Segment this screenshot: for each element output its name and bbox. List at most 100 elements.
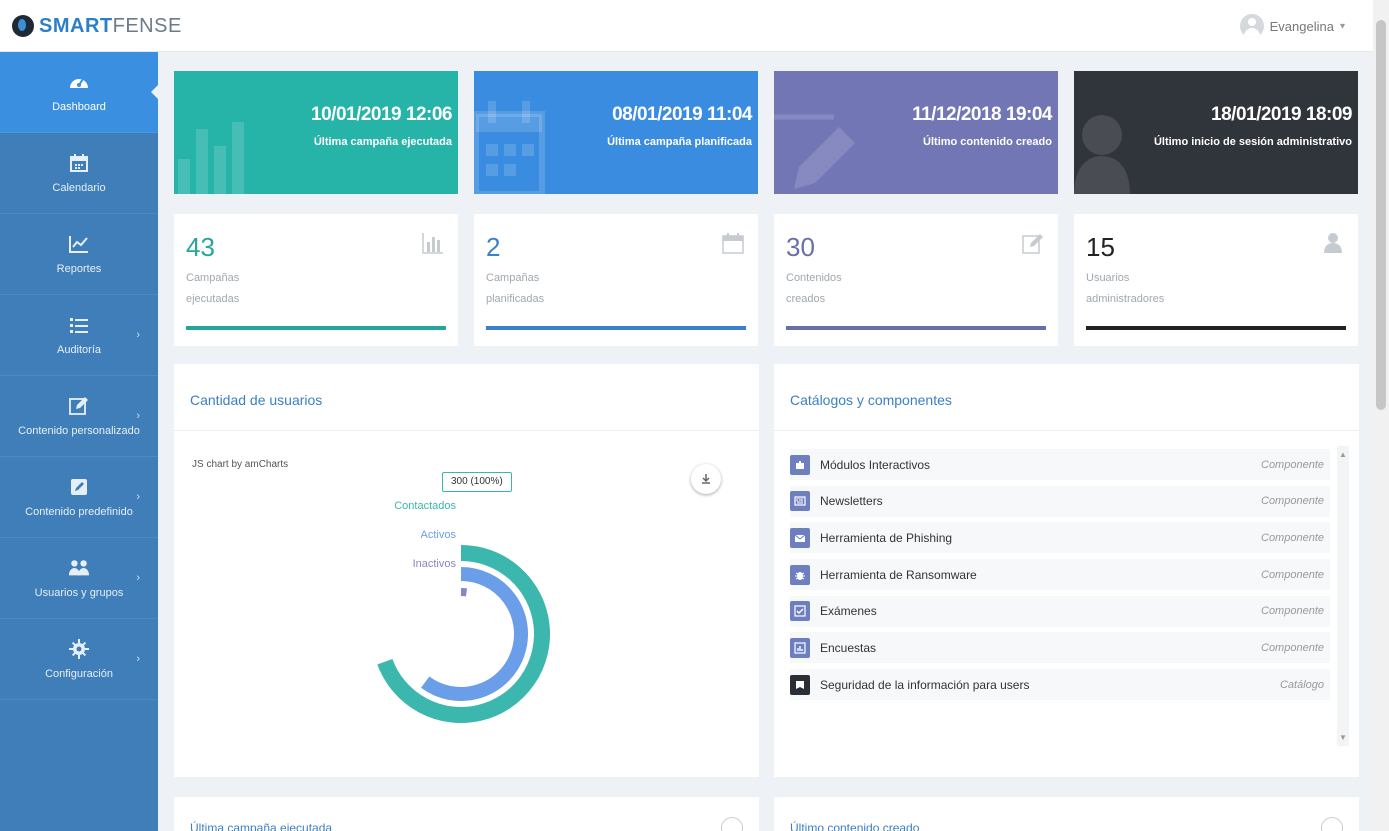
sidebar-item-users-groups[interactable]: Usuarios y grupos › [0,538,158,619]
catalog-item-name: Newsletters [820,494,883,509]
catalog-scrollbar[interactable]: ▲ ▼ [1337,446,1349,746]
sidebar-item-label: Configuración [45,668,113,680]
catalog-item-name: Seguridad de la información para users [820,677,1030,692]
stat-label: Campañas planificadas [486,272,545,305]
catalog-list: Módulos Interactivos Componente Newslett… [790,449,1330,706]
sidebar-item-label: Calendario [52,182,106,194]
sidebar-item-label: Contenido predefinido [25,506,133,518]
chart-line-icon [68,233,90,255]
stat-card-campaigns-executed[interactable]: 43 Campañas ejecutadas [174,214,458,346]
envelope-icon [790,527,810,548]
panel-action-button[interactable] [1321,817,1343,831]
user-menu[interactable]: Evangelina ▾ [1239,14,1345,38]
calendar-icon [68,152,90,174]
list-item[interactable]: Herramienta de Phishing Componente [790,522,1330,554]
stat-card-contents-created[interactable]: 30 Contenidos creados [774,214,1058,346]
chart-credit[interactable]: JS chart by amCharts [192,459,289,470]
chart-label-contacted: Contactados [394,500,456,512]
users-icon [68,557,90,579]
list-item[interactable]: Módulos Interactivos Componente [790,449,1330,480]
panel-title: Último contenido creado [790,821,920,831]
main-content: 10/01/2019 12:06 Última campaña ejecutad… [158,52,1373,831]
brand-name-light: FENSE [112,14,182,37]
chart-tooltip: 300 (100%) [442,472,512,492]
banner-last-content-created[interactable]: 11/12/2018 19:04 Último contenido creado [774,71,1058,194]
banner-last-campaign-planned[interactable]: 08/01/2019 11:04 Última campaña planific… [474,71,758,194]
dashboard-icon [68,71,90,93]
catalog-item-name: Módulos Interactivos [820,457,931,472]
stat-progress-bar [1086,326,1346,330]
sidebar-item-reports[interactable]: Reportes [0,214,158,295]
banner-last-campaign-executed[interactable]: 10/01/2019 12:06 Última campaña ejecutad… [174,71,458,194]
edit-icon [68,395,90,417]
brand-name-bold: SMART [39,14,113,37]
list-icon [68,314,90,336]
avatar [1239,14,1264,38]
pencil-icon [774,114,855,189]
chevron-right-icon: › [136,329,140,341]
stat-progress-bar [186,326,446,330]
stat-card-admin-users[interactable]: 15 Usuarios administradores [1074,214,1358,346]
chart-label-inactive: Inactivos [412,558,456,570]
banner-label: Último inicio de sesión administrativo [1153,136,1352,148]
catalog-item-type: Componente [1261,605,1324,618]
list-item[interactable]: Herramienta de Ransomware Componente [790,559,1330,591]
logo-mark-icon [12,15,34,37]
stat-progress-bar [486,326,746,330]
divider [174,430,759,431]
catalog-item-name: Encuestas [820,640,877,655]
chevron-right-icon: › [136,491,140,503]
bug-icon [790,564,810,585]
download-button[interactable] [691,464,721,494]
chevron-right-icon: › [136,653,140,665]
catalog-item-name: Exámenes [820,604,877,619]
stat-value: 43 [186,232,215,262]
last-content-created-panel: Último contenido creado [774,797,1359,831]
pencil-square-icon [68,476,90,498]
book-icon [790,674,810,695]
sidebar-item-dashboard[interactable]: Dashboard [0,52,158,133]
catalogs-panel: Catálogos y componentes Módulos Interact… [774,364,1359,777]
catalog-item-name: Herramienta de Ransomware [820,567,977,582]
stat-card-campaigns-planned[interactable]: 2 Campañas planificadas [474,214,758,346]
sidebar-item-label: Dashboard [52,101,106,113]
edit-icon [1022,234,1043,254]
sidebar-item-calendar[interactable]: Calendario [0,133,158,214]
sidebar-item-custom-content[interactable]: Contenido personalizado › [0,376,158,457]
banner-last-admin-login[interactable]: 18/01/2019 18:09 Último inicio de sesión… [1074,71,1358,194]
gear-icon [68,638,90,660]
user-icon [1324,233,1342,253]
stat-progress-bar [786,326,1046,330]
bar-chart-icon [422,233,443,254]
stat-label: Usuarios administradores [1086,272,1165,305]
scroll-down-icon[interactable]: ▼ [1339,733,1347,742]
sidebar-item-label: Reportes [56,263,102,275]
stat-value: 15 [1086,232,1115,262]
calendar-icon [474,101,545,194]
list-item[interactable]: Encuestas Componente [790,632,1330,664]
sidebar-item-label: Usuarios y grupos [34,587,124,599]
catalog-item-type: Componente [1261,568,1324,581]
scrollbar-thumb[interactable] [1376,20,1386,410]
banner-label: Última campaña ejecutada [313,136,452,148]
list-item[interactable]: Exámenes Componente [790,595,1330,627]
users-count-panel: Cantidad de usuarios JS chart by amChart… [174,364,759,777]
page-scrollbar[interactable] [1373,0,1389,831]
scroll-up-icon[interactable]: ▲ [1339,450,1347,459]
radial-bar-activos[interactable] [421,567,528,701]
panel-title: Cantidad de usuarios [190,392,323,408]
list-item[interactable]: Newsletters Componente [790,485,1330,517]
stat-label: Campañas ejecutadas [186,272,240,305]
sidebar-item-predefined-content[interactable]: Contenido predefinido › [0,457,158,538]
panel-action-button[interactable] [721,817,743,831]
banner-date: 10/01/2019 12:06 [311,104,452,125]
top-bar: SMART FENSE Evangelina ▾ [0,0,1389,52]
radial-bar-contactados[interactable] [377,545,550,723]
sidebar-item-audit[interactable]: Auditoría › [0,295,158,376]
sidebar-item-label: Contenido personalizado [18,425,140,437]
sidebar-item-settings[interactable]: Configuración › [0,619,158,700]
brand-logo[interactable]: SMART FENSE [12,12,182,40]
list-item[interactable]: Seguridad de la información para users C… [790,669,1330,701]
user-name: Evangelina [1269,18,1334,34]
users-radial-chart[interactable] [174,364,759,777]
